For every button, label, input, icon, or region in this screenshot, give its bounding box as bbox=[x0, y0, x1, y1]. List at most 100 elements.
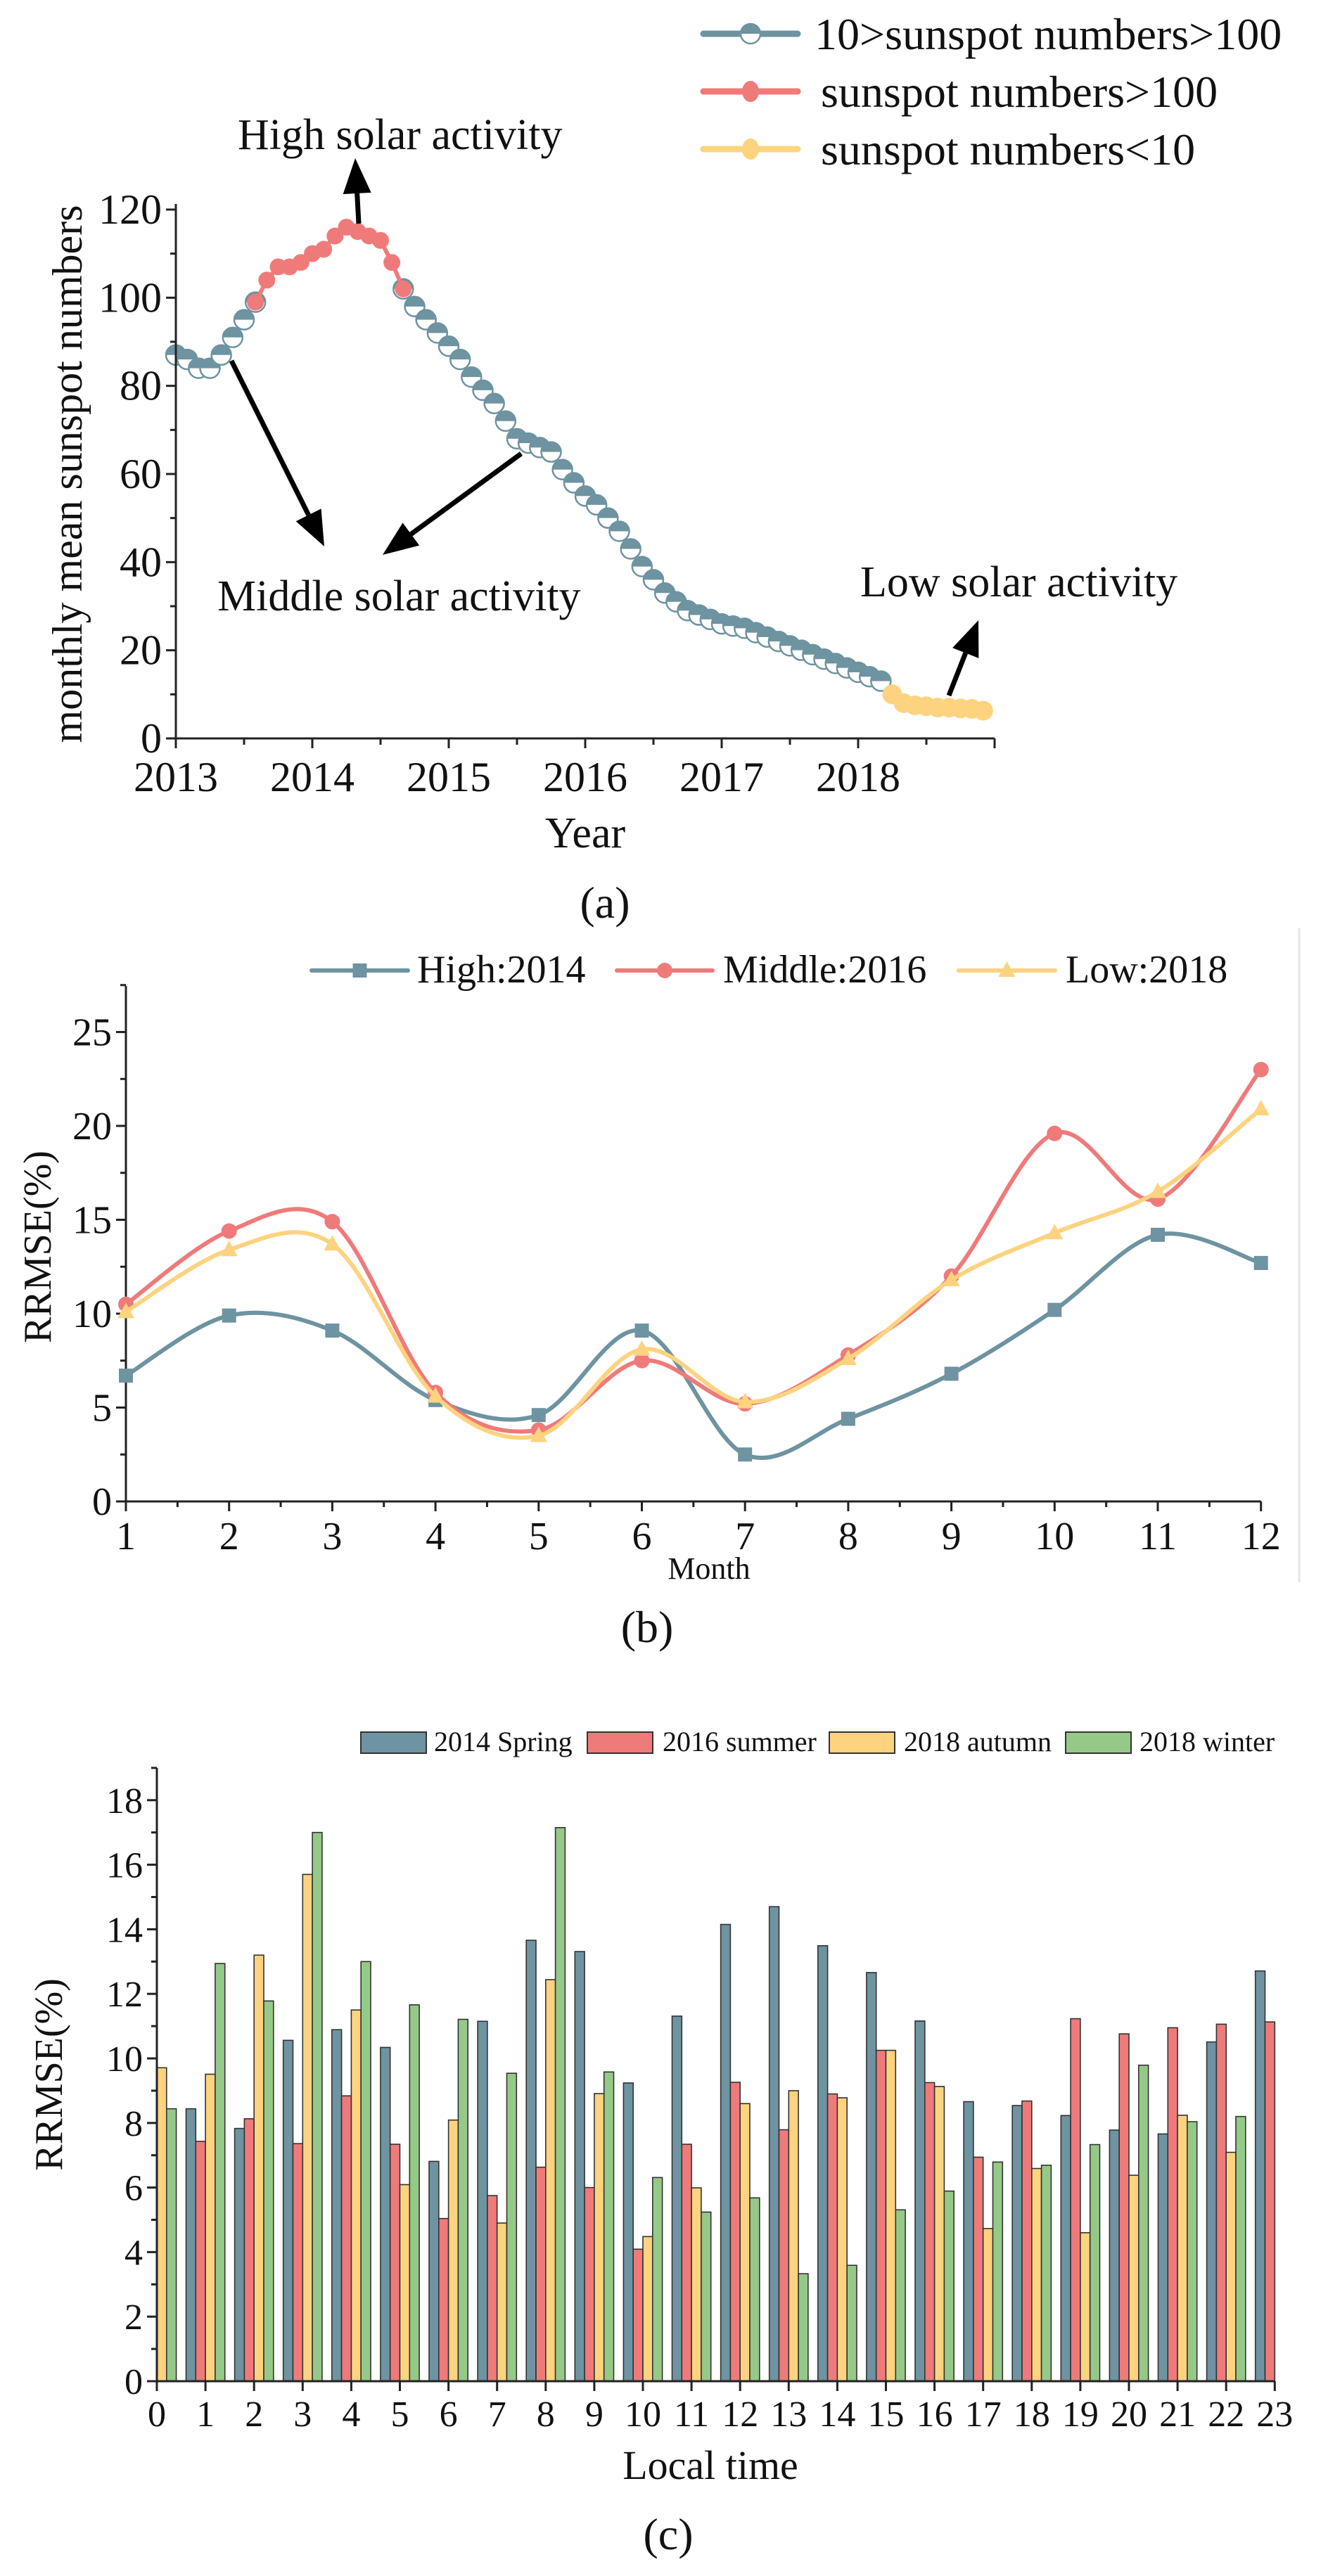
data-point-mid-activity-fill bbox=[450, 350, 471, 360]
data-point-square bbox=[531, 1408, 546, 1423]
data-point-triangle bbox=[943, 1270, 960, 1286]
data-point-high-activity bbox=[315, 241, 333, 258]
bar-yellow bbox=[253, 1954, 264, 2382]
bar-green bbox=[1040, 2165, 1052, 2382]
bar-red bbox=[1021, 2100, 1033, 2382]
bar-yellow bbox=[496, 2222, 508, 2382]
bar-green bbox=[360, 1961, 371, 2382]
legend-swatch-red bbox=[587, 1731, 653, 1754]
annotation-high-solar-activity: High solar activity bbox=[238, 111, 562, 159]
panel-c-x-tick-label: 4 bbox=[342, 2395, 360, 2435]
panel-c-x-tick-label: 17 bbox=[965, 2395, 1002, 2435]
bar-red bbox=[292, 2143, 304, 2382]
panel-b-x-tick-label: 7 bbox=[735, 1515, 755, 1558]
panel-c-x-tick-label: 13 bbox=[770, 2395, 807, 2435]
data-point-mid-activity-fill bbox=[222, 327, 243, 338]
data-point-mid-activity bbox=[233, 309, 255, 331]
bar-yellow bbox=[594, 2093, 605, 2382]
data-point-mid-activity-fill bbox=[541, 442, 561, 452]
data-point-mid-activity-fill bbox=[655, 583, 675, 594]
data-point-square bbox=[1047, 1302, 1062, 1317]
bar-red bbox=[875, 2049, 887, 2382]
panel-c-xlabel: Local time bbox=[622, 2442, 798, 2488]
bar-green bbox=[1235, 2115, 1246, 2382]
panel-c-y-tick-label: 0 bbox=[124, 2362, 143, 2402]
panel-c: 2014 Spring 2016 summer 2018 autumn 2018… bbox=[27, 1726, 1293, 2559]
bar-red bbox=[1167, 2027, 1178, 2382]
data-point-mid-activity bbox=[210, 344, 232, 366]
panel-c-x-tick-label: 23 bbox=[1256, 2395, 1293, 2435]
panel-c-x-tick-label: 22 bbox=[1208, 2395, 1244, 2435]
panel-a-ylabel: monthly mean sunspot numbers bbox=[44, 205, 91, 743]
data-point-high-activity bbox=[247, 293, 264, 311]
data-point-square bbox=[944, 1366, 959, 1381]
bar-teal bbox=[1109, 2129, 1120, 2382]
panel-b-x-tick-label: 8 bbox=[838, 1515, 858, 1558]
data-point-triangle bbox=[633, 1340, 651, 1356]
data-point-triangle bbox=[427, 1387, 445, 1403]
legend-label-low: sunspot numbers<10 bbox=[821, 124, 1195, 174]
panel-c-x-tick-label: 7 bbox=[488, 2395, 506, 2435]
panel-a-y-tick-label: 80 bbox=[120, 363, 162, 409]
bar-teal bbox=[1206, 2041, 1218, 2382]
arrow-high-activity bbox=[343, 158, 371, 224]
bar-teal bbox=[428, 2160, 440, 2382]
panel-a-y-tick-label: 100 bbox=[98, 274, 162, 321]
bar-green bbox=[409, 2004, 420, 2382]
data-point-mid-activity-fill bbox=[587, 494, 607, 505]
data-point-mid-activity-fill bbox=[234, 309, 254, 320]
panel-c-x-tick-label: 20 bbox=[1111, 2395, 1147, 2435]
bar-green bbox=[749, 2197, 760, 2382]
arrow-high-activity-shaft bbox=[355, 193, 362, 224]
data-point-mid-activity-fill bbox=[484, 393, 504, 404]
panel-a-x-tick-label: 2015 bbox=[407, 754, 491, 800]
panel-b-x-tick-label: 5 bbox=[529, 1515, 549, 1558]
data-point-square bbox=[738, 1447, 753, 1462]
bar-red bbox=[778, 2129, 790, 2382]
bar-red bbox=[243, 2118, 255, 2382]
bar-teal bbox=[1060, 2115, 1071, 2382]
data-point-mid-activity-fill bbox=[620, 539, 641, 549]
panel-c-x-tick-label: 16 bbox=[917, 2395, 953, 2435]
panel-b-y-tick-label: 5 bbox=[92, 1387, 112, 1430]
arrow-middle-activity-1 bbox=[229, 359, 324, 546]
data-point-square bbox=[222, 1308, 236, 1323]
bar-teal bbox=[1254, 1970, 1266, 2382]
bar-red bbox=[681, 2144, 692, 2382]
data-point-high-activity bbox=[292, 254, 309, 271]
bar-green bbox=[1138, 2064, 1149, 2382]
legend-label-high-2014: High:2014 bbox=[417, 948, 586, 992]
panel-a-x-tick-label: 2014 bbox=[270, 754, 355, 800]
bar-red bbox=[632, 2248, 644, 2382]
panel-b-x-tick-label: 3 bbox=[322, 1515, 342, 1558]
panel-c-legend: 2014 Spring 2016 summer 2018 autumn 2018… bbox=[360, 1726, 1275, 1757]
bar-red bbox=[1215, 2023, 1227, 2382]
data-point-circle bbox=[1253, 1061, 1269, 1077]
arrow-middle-activity-2-head bbox=[383, 523, 420, 555]
panel-a-y-tick-label: 120 bbox=[98, 186, 162, 233]
bar-yellow bbox=[156, 2067, 167, 2382]
bar-yellow bbox=[447, 2119, 459, 2382]
data-point-circle bbox=[324, 1214, 340, 1230]
data-point-mid-activity-fill bbox=[644, 570, 663, 580]
data-point-mid-activity-fill bbox=[632, 556, 652, 567]
bar-yellow bbox=[1128, 2174, 1139, 2382]
data-point-mid-activity-fill bbox=[427, 323, 447, 333]
panel-c-x-tick-label: 21 bbox=[1159, 2395, 1196, 2435]
panel-c-y-tick-label: 16 bbox=[106, 1846, 143, 1886]
data-point-mid-activity-fill bbox=[575, 486, 595, 496]
arrow-low-activity bbox=[946, 620, 979, 697]
legend-marker-red bbox=[742, 81, 759, 102]
data-point-mid-activity-fill bbox=[473, 380, 493, 390]
legend-label-low-2018: Low:2018 bbox=[1066, 948, 1227, 992]
panel-c-x-tick-label: 18 bbox=[1014, 2395, 1050, 2435]
bar-red bbox=[924, 2082, 936, 2382]
panel-a-x-tick-label: 2013 bbox=[134, 754, 218, 800]
panel-c-x-tick-label: 3 bbox=[293, 2395, 312, 2435]
bar-red bbox=[729, 2082, 741, 2382]
bar-green bbox=[1187, 2121, 1198, 2382]
bar-teal bbox=[866, 1972, 877, 2382]
data-point-triangle bbox=[839, 1350, 857, 1366]
